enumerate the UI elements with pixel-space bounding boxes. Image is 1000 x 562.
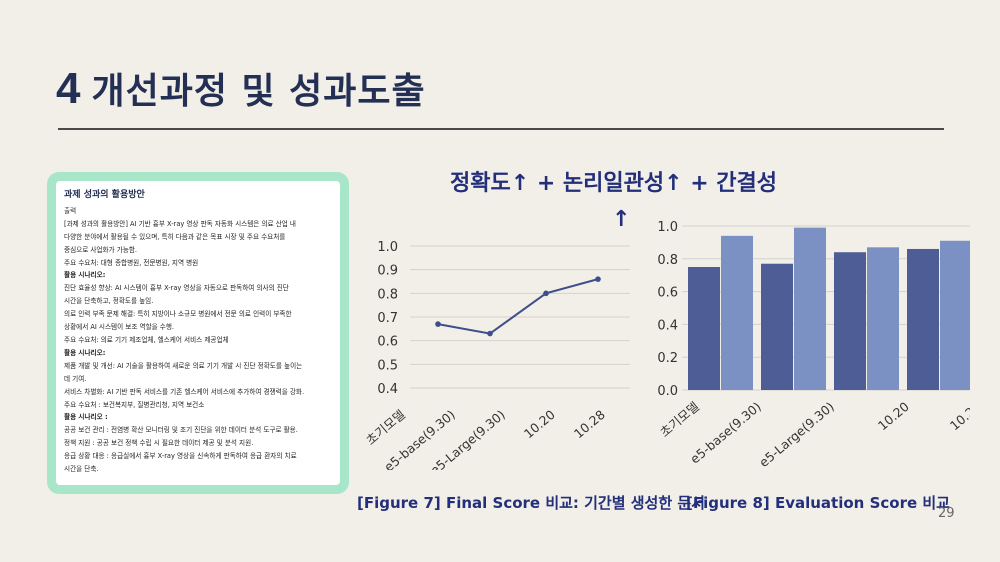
page-number: 29 (938, 506, 955, 521)
bar (794, 227, 826, 390)
document-line: 의료 인력 부족 문제 해결: 특히 지방이나 소규모 병원에서 전문 의료 인… (64, 310, 292, 319)
bar (907, 248, 939, 390)
figure8-caption: [Figure 8] Evaluation Score 비교 (686, 494, 950, 512)
document-line: 다양한 분야에서 활용될 수 있으며, 특히 다음과 같은 목표 시장 및 주요… (64, 232, 286, 241)
document-card: 과제 성과의 활용방안 출력 [과제 성과의 활용방안] AI 기반 흉부 X-r… (56, 181, 340, 485)
document-title: 과제 성과의 활용방안 (64, 190, 145, 200)
y-tick-label: 0.7 (377, 311, 398, 326)
document-line: 활용 시나리오 : (64, 413, 108, 422)
y-tick-label: 0.5 (377, 358, 398, 373)
y-tick-label: 0.6 (377, 335, 398, 350)
document-line: 응급 상황 대응 : 응급실에서 흉부 X-ray 영상을 신속하게 판독하여 … (64, 452, 297, 461)
document-line: 제품 개발 및 개선: AI 기술을 활용하여 새로운 의료 기기 개발 시 진… (64, 361, 303, 370)
y-tick-label: 1.0 (657, 220, 678, 235)
document-line: 주요 수요처: 대형 종합병원, 전문병원, 지역 병원 (64, 258, 199, 267)
y-tick-label: 0.8 (657, 253, 678, 268)
y-tick-label: 0.8 (377, 287, 398, 302)
document-line: 정책 지원 : 공공 보건 정책 수립 시 필요한 데이터 제공 및 분석 지원… (64, 439, 254, 448)
section-number: 4 (56, 64, 82, 113)
x-tick-label: e5-Large(9.30) (756, 399, 837, 470)
bar (834, 252, 866, 390)
document-line: 데 기여. (64, 374, 87, 383)
x-tick-label: 10.28 (571, 407, 608, 442)
document-line: 활용 시나리오: (64, 348, 106, 357)
figure7-caption: [Figure 7] Final Score 비교: 기간별 생성한 문서 (357, 494, 705, 512)
y-tick-label: 0.4 (657, 318, 678, 333)
x-tick-label: 초기모델 (363, 407, 408, 448)
document-line: 출력 (64, 206, 77, 215)
document-line: 중심으로 사업화가 가능함. (64, 245, 138, 254)
document-line: 서비스 차별화: AI 기반 판독 서비스를 기존 헬스케어 서비스에 추가하여… (64, 387, 305, 396)
data-point (595, 276, 601, 282)
y-tick-label: 1.0 (377, 240, 398, 255)
document-body: 출력 [과제 성과의 활용방안] AI 기반 흉부 X-ray 영상 판독 자동화… (64, 205, 332, 476)
document-line: 진단 효율성 향상: AI 시스템이 흉부 X-ray 영상을 자동으로 판독하… (64, 284, 289, 293)
y-tick-label: 0.6 (657, 286, 678, 301)
headline: 정확도↑ + 논리일관성↑ + 간결성 (450, 171, 778, 196)
x-tick-label: 10.20 (875, 399, 912, 434)
data-point (487, 330, 493, 337)
x-tick-label: 10.28 (947, 399, 970, 434)
bar-chart: 0.00.20.40.60.81.0초기모델e5-base(9.30)e5-La… (657, 220, 970, 470)
bar (688, 267, 720, 390)
slide-title: 4 개선과정 및 성과도출 (56, 62, 426, 114)
document-line: 공공 보건 관리 : 전염병 확산 모니터링 및 조기 진단을 위한 데이터 분… (64, 426, 298, 435)
x-tick-label: 초기모델 (657, 399, 702, 440)
document-line: 주요 수요처 : 보건복지부, 질병관리청, 지역 보건소 (64, 400, 205, 409)
document-line: 주요 수요처: 의료 기기 제조업체, 헬스케어 서비스 제공업체 (64, 335, 229, 344)
bar (761, 263, 793, 390)
y-tick-label: 0.4 (377, 382, 398, 397)
up-arrow-icon: ↑ (612, 207, 631, 232)
bar (867, 247, 899, 390)
y-tick-label: 0.9 (377, 264, 398, 279)
y-tick-label: 0.0 (657, 384, 678, 399)
series-line (437, 278, 599, 335)
document-line: 상황에서 AI 시스템이 보조 역할을 수행. (64, 323, 175, 332)
section-title: 개선과정 및 성과도출 (91, 71, 426, 112)
data-point (543, 290, 549, 297)
y-tick-label: 0.2 (657, 351, 678, 366)
document-line: 활용 시나리오: (64, 271, 106, 280)
document-line: [과제 성과의 활용방안] AI 기반 흉부 X-ray 영상 판독 자동화 시… (64, 219, 296, 228)
document-panel: 과제 성과의 활용방안 출력 [과제 성과의 활용방안] AI 기반 흉부 X-r… (47, 172, 349, 494)
x-tick-label: 10.20 (521, 407, 558, 442)
title-divider (58, 128, 944, 130)
data-point (435, 321, 441, 327)
line-chart: 0.40.50.60.70.80.91.0초기모델e5-base(9.30)e5… (363, 240, 630, 470)
bar (721, 235, 753, 390)
document-line: 시간을 단축. (64, 465, 99, 474)
document-line: 시간을 단축하고, 정확도를 높임. (64, 297, 154, 306)
bar (940, 240, 970, 390)
